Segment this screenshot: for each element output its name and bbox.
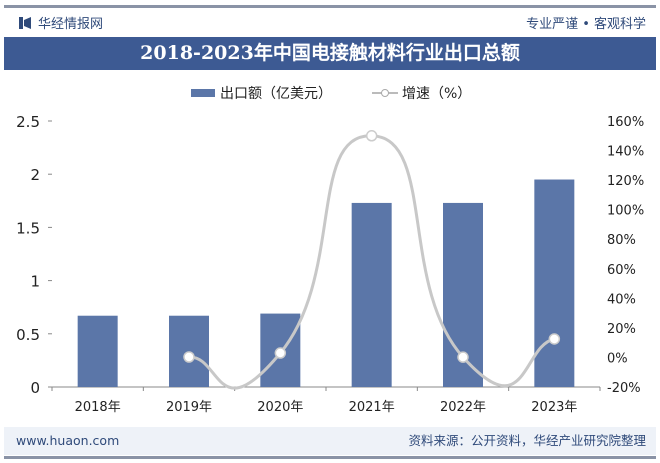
right-tick-label: -20% <box>607 381 641 396</box>
website: www.huaon.com <box>16 433 120 448</box>
growth-point-2023年 <box>548 333 561 345</box>
x-tick-label: 2023年 <box>531 400 577 415</box>
growth-point-2021年 <box>365 130 378 142</box>
right-tick-label: 60% <box>607 263 636 278</box>
legend-line-marker <box>381 89 389 97</box>
bar-2021年 <box>351 202 392 387</box>
right-tick-label: 120% <box>607 174 644 189</box>
growth-point-2019年 <box>183 351 195 363</box>
chart: 出口额（亿美元） 增速（%） 0 0.5 1 1.5 2 2.5 -20% 0% 20% 40% 60%… <box>16 86 644 415</box>
right-tick-label: 100% <box>607 204 644 219</box>
right-tick-label: 40% <box>607 292 636 307</box>
left-tick-label: 1 <box>30 273 40 291</box>
top-rule <box>4 5 656 8</box>
x-tick-label: 2019年 <box>166 400 212 415</box>
slogan: 专业严谨 • 客观科学 <box>526 17 646 32</box>
footer: www.huaon.com 资料来源：公开资料，华经产业研究院整理 <box>4 427 656 455</box>
growth-point-2022年 <box>457 351 469 363</box>
x-tick-label: 2020年 <box>257 400 303 415</box>
left-tick-label: 2.5 <box>16 113 40 131</box>
right-tick-label: 20% <box>607 322 636 337</box>
left-tick-label: 0 <box>30 379 40 397</box>
bar-2023年 <box>534 179 575 387</box>
logo-icon <box>19 16 31 29</box>
x-tick-label: 2018年 <box>75 400 121 415</box>
legend-bar-label: 出口额（亿美元） <box>220 86 332 102</box>
left-tick-label: 2 <box>30 166 40 184</box>
right-tick-label: 0% <box>607 351 628 366</box>
brand: 华经情报网 <box>18 13 103 32</box>
legend-line-label: 增速（%） <box>402 86 471 102</box>
x-tick-label: 2022年 <box>440 400 486 415</box>
left-tick-label: 1.5 <box>16 219 40 237</box>
right-tick-label: 140% <box>607 145 644 160</box>
brand-name: 华经情报网 <box>38 17 104 32</box>
legend-bar-swatch <box>191 89 215 97</box>
growth-point-2020年 <box>274 347 287 359</box>
right-tick-label: 160% <box>607 115 644 130</box>
left-tick-label: 0.5 <box>16 326 40 344</box>
chart-title: 2018-2023年中国电接触材料行业出口总额 <box>4 37 656 70</box>
x-tick-label: 2021年 <box>349 400 395 415</box>
bottom-rule <box>4 456 656 459</box>
bar-2018年 <box>77 315 118 387</box>
right-tick-label: 80% <box>607 233 636 248</box>
source: 资料来源：公开资料，华经产业研究院整理 <box>408 433 646 448</box>
